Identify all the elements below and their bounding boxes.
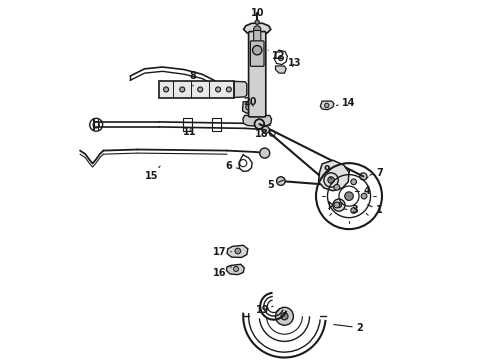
Text: 17: 17 — [213, 247, 231, 257]
Circle shape — [351, 208, 357, 213]
Circle shape — [275, 307, 294, 325]
Circle shape — [351, 179, 357, 185]
Circle shape — [234, 266, 239, 271]
FancyBboxPatch shape — [248, 32, 266, 117]
Text: 10: 10 — [250, 8, 264, 18]
Circle shape — [324, 103, 329, 108]
Circle shape — [260, 148, 270, 158]
Text: 6: 6 — [225, 161, 240, 171]
Circle shape — [281, 313, 288, 320]
Circle shape — [235, 248, 241, 254]
Circle shape — [254, 26, 261, 33]
Circle shape — [226, 87, 231, 92]
Text: 16: 16 — [213, 267, 231, 278]
Text: 2: 2 — [334, 323, 363, 333]
Polygon shape — [318, 160, 349, 191]
Text: 1: 1 — [368, 204, 383, 216]
Circle shape — [262, 126, 270, 134]
Circle shape — [245, 104, 251, 110]
Polygon shape — [234, 81, 247, 98]
Polygon shape — [275, 66, 286, 73]
Circle shape — [361, 193, 367, 199]
Text: 19: 19 — [255, 305, 273, 315]
Polygon shape — [243, 116, 271, 126]
Circle shape — [276, 177, 285, 185]
Circle shape — [337, 203, 342, 208]
Polygon shape — [320, 101, 334, 110]
Circle shape — [344, 192, 353, 201]
Text: 8: 8 — [190, 71, 196, 86]
Polygon shape — [227, 245, 248, 257]
FancyBboxPatch shape — [250, 41, 264, 66]
Circle shape — [334, 184, 340, 190]
Circle shape — [319, 174, 329, 184]
Circle shape — [328, 177, 334, 183]
Text: 13: 13 — [288, 58, 301, 68]
Circle shape — [334, 202, 340, 208]
Text: 4: 4 — [355, 186, 370, 197]
Text: 5: 5 — [268, 180, 284, 190]
FancyBboxPatch shape — [254, 31, 261, 44]
Polygon shape — [244, 23, 271, 35]
Text: 11: 11 — [183, 127, 197, 137]
Circle shape — [255, 20, 259, 24]
Text: 3: 3 — [344, 206, 358, 216]
Polygon shape — [226, 264, 245, 275]
Text: 15: 15 — [145, 166, 160, 181]
Circle shape — [333, 199, 345, 211]
Text: 12: 12 — [269, 50, 286, 61]
Circle shape — [252, 45, 262, 55]
Circle shape — [332, 181, 341, 190]
Text: 9: 9 — [318, 165, 330, 175]
Text: 7: 7 — [369, 168, 383, 178]
Text: 18: 18 — [255, 129, 269, 139]
Text: 14: 14 — [337, 98, 356, 108]
Polygon shape — [243, 101, 255, 113]
Circle shape — [180, 87, 185, 92]
Circle shape — [254, 119, 265, 129]
Circle shape — [197, 87, 203, 92]
Circle shape — [216, 87, 220, 92]
FancyBboxPatch shape — [159, 81, 234, 98]
Circle shape — [360, 173, 367, 180]
Circle shape — [164, 87, 169, 92]
Text: 20: 20 — [243, 97, 256, 107]
Circle shape — [278, 55, 283, 60]
